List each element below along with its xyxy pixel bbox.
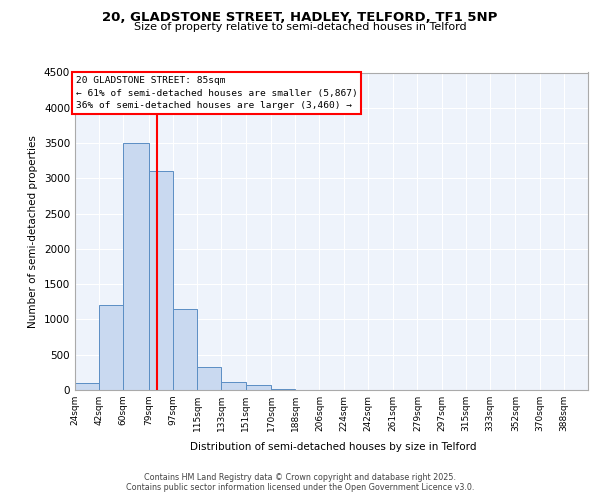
- Bar: [99, 306, 124, 390]
- Bar: [173, 309, 197, 390]
- Bar: [197, 366, 221, 390]
- Text: Size of property relative to semi-detached houses in Telford: Size of property relative to semi-detach…: [134, 22, 466, 32]
- Text: Distribution of semi-detached houses by size in Telford: Distribution of semi-detached houses by …: [190, 442, 476, 452]
- Bar: [124, 143, 149, 390]
- Text: 20 GLADSTONE STREET: 85sqm
← 61% of semi-detached houses are smaller (5,867)
36%: 20 GLADSTONE STREET: 85sqm ← 61% of semi…: [76, 76, 358, 110]
- Text: Contains public sector information licensed under the Open Government Licence v3: Contains public sector information licen…: [126, 484, 474, 492]
- Bar: [221, 382, 245, 390]
- Text: 20, GLADSTONE STREET, HADLEY, TELFORD, TF1 5NP: 20, GLADSTONE STREET, HADLEY, TELFORD, T…: [103, 11, 497, 24]
- Text: Contains HM Land Registry data © Crown copyright and database right 2025.: Contains HM Land Registry data © Crown c…: [144, 472, 456, 482]
- Bar: [75, 383, 99, 390]
- Bar: [149, 172, 173, 390]
- Y-axis label: Number of semi-detached properties: Number of semi-detached properties: [28, 135, 38, 328]
- Bar: [245, 386, 271, 390]
